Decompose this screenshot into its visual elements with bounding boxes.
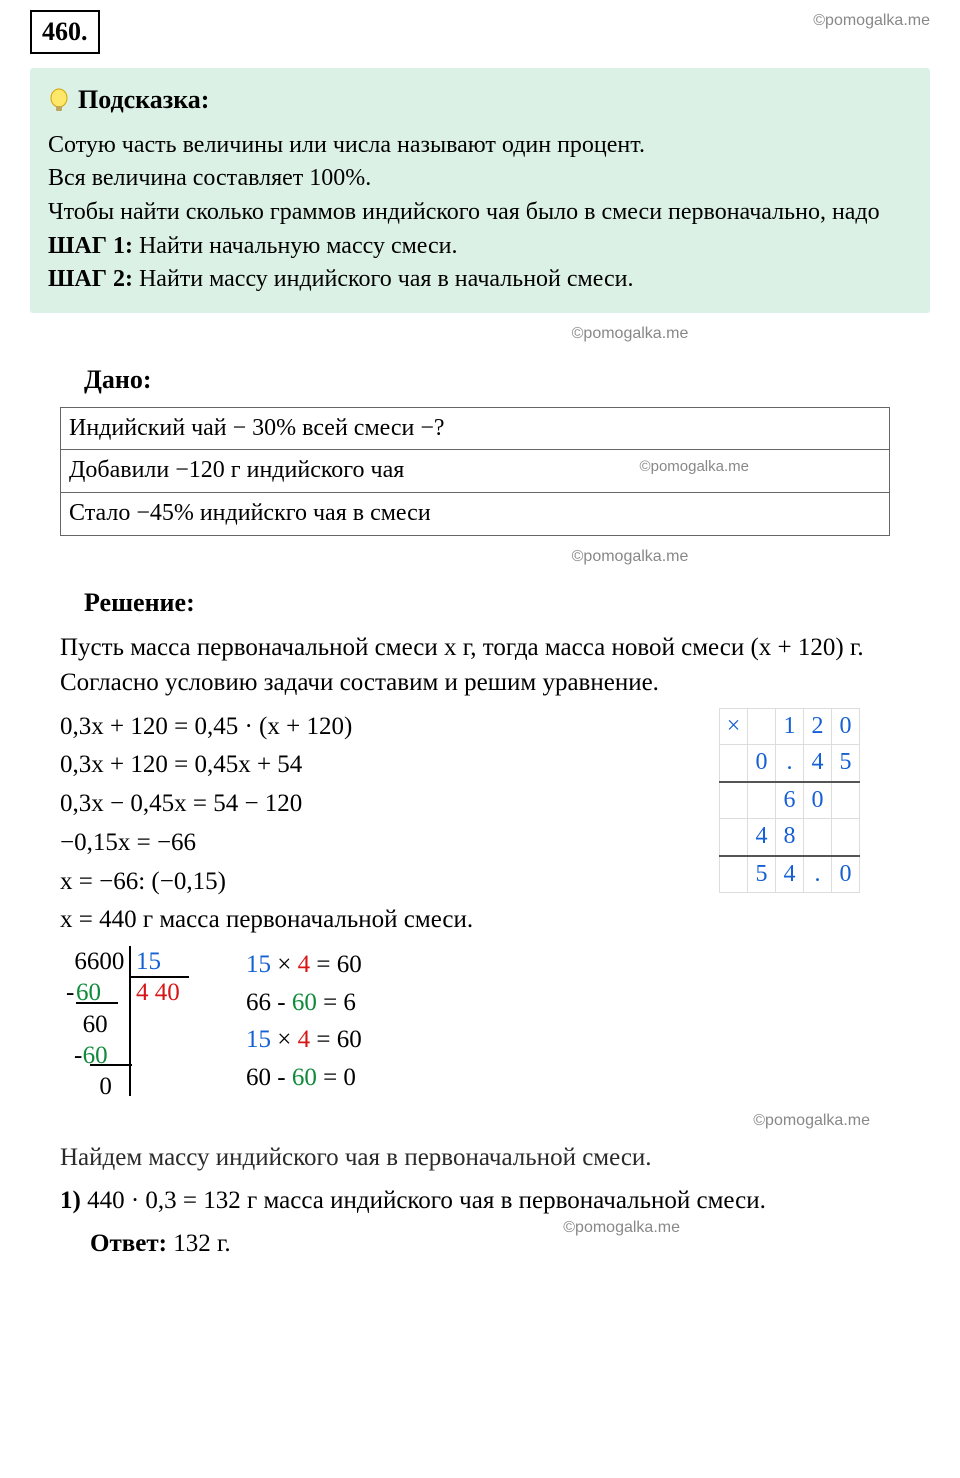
watermark-mid1: ©pomogalka.me <box>572 325 689 342</box>
equation-1: 0,3x + 120 = 0,45 · (x + 120) <box>60 708 473 747</box>
equations-block: 0,3x + 120 = 0,45 · (x + 120) 0,3x + 120… <box>60 708 473 941</box>
mult-r3c4: 0 <box>804 782 832 819</box>
ds1d: = 60 <box>310 951 362 978</box>
ds3d: = 60 <box>310 1026 362 1053</box>
problem-number: 460. <box>30 10 100 54</box>
equation-3: 0,3x − 0,45x = 54 − 120 <box>60 785 473 824</box>
hint-box: Подсказка: Сотую часть величины или числ… <box>30 68 930 312</box>
ld-quotient: 4 40 <box>136 977 180 1008</box>
ds1c: 4 <box>298 951 311 978</box>
mult-r4c1: 4 <box>748 819 776 856</box>
ld-60b: 60 <box>83 1011 108 1038</box>
mult-r5c2: 4 <box>776 856 804 893</box>
answer-value: 132 г. <box>173 1230 230 1257</box>
solution-heading: Решение: <box>84 585 930 621</box>
hint-title: Подсказка: <box>78 82 209 118</box>
solution-intro: Пусть масса первоначальной смеси x г, то… <box>60 630 900 700</box>
given-row-1: Индийский чай − 30% всей смеси −? <box>61 407 890 450</box>
ld-zero: 0 <box>99 1073 112 1100</box>
equation-6: x = 440 г масса первоначальной смеси. <box>60 901 473 940</box>
mult-sign: × <box>720 708 748 745</box>
mult-r2c3: 4 <box>804 745 832 782</box>
ds4a: 60 - <box>246 1064 292 1091</box>
ds3c: 4 <box>298 1026 311 1053</box>
mult-r5c4: 0 <box>832 856 860 893</box>
multiplication-table: × 1 2 0 0 . 4 5 6 0 4 8 5 4 <box>719 708 860 894</box>
given-heading: Дано: <box>84 362 930 398</box>
mult-r5c3: . <box>804 856 832 893</box>
ds2a: 66 - <box>246 989 292 1016</box>
ds4c: = 0 <box>317 1064 356 1091</box>
ld-60a: 60 <box>76 977 101 1008</box>
hint-line-1: Сотую часть величины или числа называют … <box>48 129 912 163</box>
step2-text: Найти массу индийского чая в начальной с… <box>133 266 634 292</box>
hint-line-2: Вся величина составляет 100%. <box>48 162 912 196</box>
equation-2: 0,3x + 120 = 0,45x + 54 <box>60 746 473 785</box>
ds2c: = 6 <box>317 989 356 1016</box>
ds1a: 15 <box>246 951 271 978</box>
given-row-2-text: Добавили −120 г индийского чая <box>69 457 404 483</box>
ld-dividend: 6600 <box>74 948 124 975</box>
mult-r2c4: 5 <box>832 745 860 782</box>
given-row-3: Стало −45% индийскго чая в смеси <box>61 492 890 535</box>
ds3a: 15 <box>246 1026 271 1053</box>
watermark-mid2: ©pomogalka.me <box>572 548 689 565</box>
mult-r2c1: 0 <box>748 745 776 782</box>
ds1b: × <box>271 951 298 978</box>
step1-text-body: 440 · 0,3 = 132 г масса индийского чая в… <box>81 1187 766 1214</box>
step1-text: Найти начальную массу смеси. <box>133 233 458 259</box>
find-mass-text: Найдем массу индийского чая в первоначал… <box>60 1140 900 1175</box>
long-division: -660015 -604 40 --60 ---60 ----0 <box>66 946 206 1102</box>
ds4b: 60 <box>292 1064 317 1091</box>
watermark-top: ©pomogalka.me <box>813 10 930 32</box>
mult-r1c1 <box>748 708 776 745</box>
mult-r1c3: 1 <box>776 708 804 745</box>
ld-minus-1: - <box>66 979 74 1006</box>
hint-line-3: Чтобы найти сколько граммов индийского ч… <box>48 196 912 230</box>
step1-label: ШАГ 1: <box>48 233 133 259</box>
watermark-bottom: ©pomogalka.me <box>753 1112 870 1129</box>
given-table: Индийский чай − 30% всей смеси −? Добави… <box>60 407 890 536</box>
watermark-table: ©pomogalka.me <box>640 456 749 477</box>
mult-r1c4: 2 <box>804 708 832 745</box>
equation-5: x = −66: (−0,15) <box>60 863 473 902</box>
step1-number: 1) <box>60 1187 81 1214</box>
mult-r1c5: 0 <box>832 708 860 745</box>
ld-minus-2: - <box>74 1040 82 1071</box>
ld-divisor: 15 <box>136 946 161 977</box>
mult-r3c3: 6 <box>776 782 804 819</box>
ds2b: 60 <box>292 989 317 1016</box>
step2-label: ШАГ 2: <box>48 266 133 292</box>
given-row-3-text: Стало −45% индийскго чая в смеси <box>69 500 431 526</box>
given-row-1-text: Индийский чай − 30% всей смеси −? <box>69 415 445 441</box>
answer-label: Ответ: <box>90 1230 173 1257</box>
ds3b: × <box>271 1026 298 1053</box>
mult-r5c1: 5 <box>748 856 776 893</box>
lightbulb-icon <box>48 87 70 115</box>
equation-4: −0,15x = −66 <box>60 824 473 863</box>
mult-r2c2: . <box>776 745 804 782</box>
division-steps: 15 × 4 = 60 66 - 60 = 6 15 × 4 = 60 60 -… <box>246 946 362 1102</box>
mult-r4c2: 8 <box>776 819 804 856</box>
given-row-2: Добавили −120 г индийского чая ©pomogalk… <box>61 450 890 493</box>
watermark-step1: ©pomogalka.me <box>563 1217 680 1239</box>
